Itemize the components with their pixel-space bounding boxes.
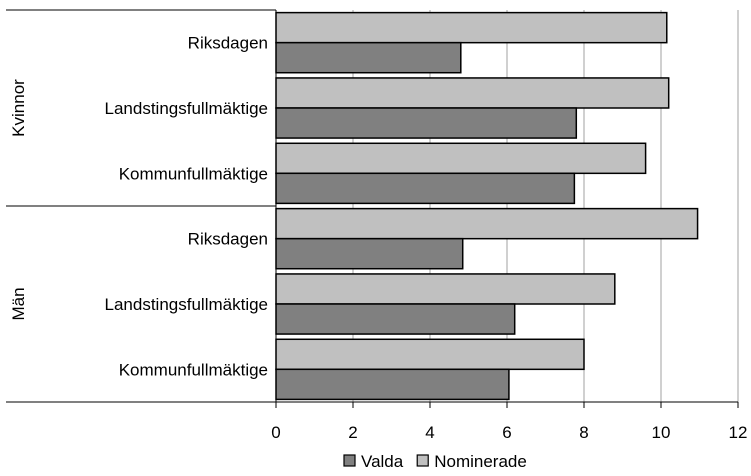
bar-nominerade <box>275 338 585 371</box>
x-tick-label: 10 <box>652 423 671 442</box>
category-label: Landstingsfullmäktige <box>105 99 268 118</box>
x-tick-label: 0 <box>271 423 280 442</box>
x-tick-label: 8 <box>579 423 588 442</box>
bar-valda <box>275 237 464 270</box>
category-label: Riksdagen <box>188 230 268 249</box>
x-tick-label: 2 <box>348 423 357 442</box>
gridlines <box>352 10 739 402</box>
category-label: Riksdagen <box>188 34 268 53</box>
bar-nominerade <box>275 207 699 240</box>
group-label: Kvinnor <box>9 79 28 137</box>
legend-swatch <box>416 454 429 467</box>
category-labels: Riksdagen Landstingsfullmäktige Kommunfull… <box>9 34 268 380</box>
bar-nominerade <box>275 142 647 175</box>
category-label: Landstingsfullmäktige <box>105 295 268 314</box>
legend-label: Nominerade <box>434 452 527 471</box>
legend-swatch <box>343 454 356 467</box>
bars <box>275 11 699 401</box>
x-tick-label: 6 <box>502 423 511 442</box>
category-label: Kommunfullmäktige <box>119 164 268 183</box>
bar-valda <box>275 172 576 205</box>
bar-valda <box>275 41 462 74</box>
legend: Valda Nominerade <box>343 452 527 471</box>
bar-valda <box>275 368 510 401</box>
x-tick-label: 12 <box>729 423 748 442</box>
legend-label: Valda <box>361 452 404 471</box>
bar-nominerade <box>275 273 616 305</box>
x-tick-label: 4 <box>425 423 434 442</box>
group-label: Män <box>9 287 28 320</box>
category-label: Kommunfullmäktige <box>119 360 268 379</box>
bar-valda <box>275 303 516 335</box>
bar-valda <box>275 107 578 139</box>
bar-nominerade <box>275 11 668 44</box>
bar-nominerade <box>275 77 670 109</box>
axes <box>6 9 739 408</box>
tick-labels: 0 2 4 6 8 10 12 <box>271 423 747 442</box>
